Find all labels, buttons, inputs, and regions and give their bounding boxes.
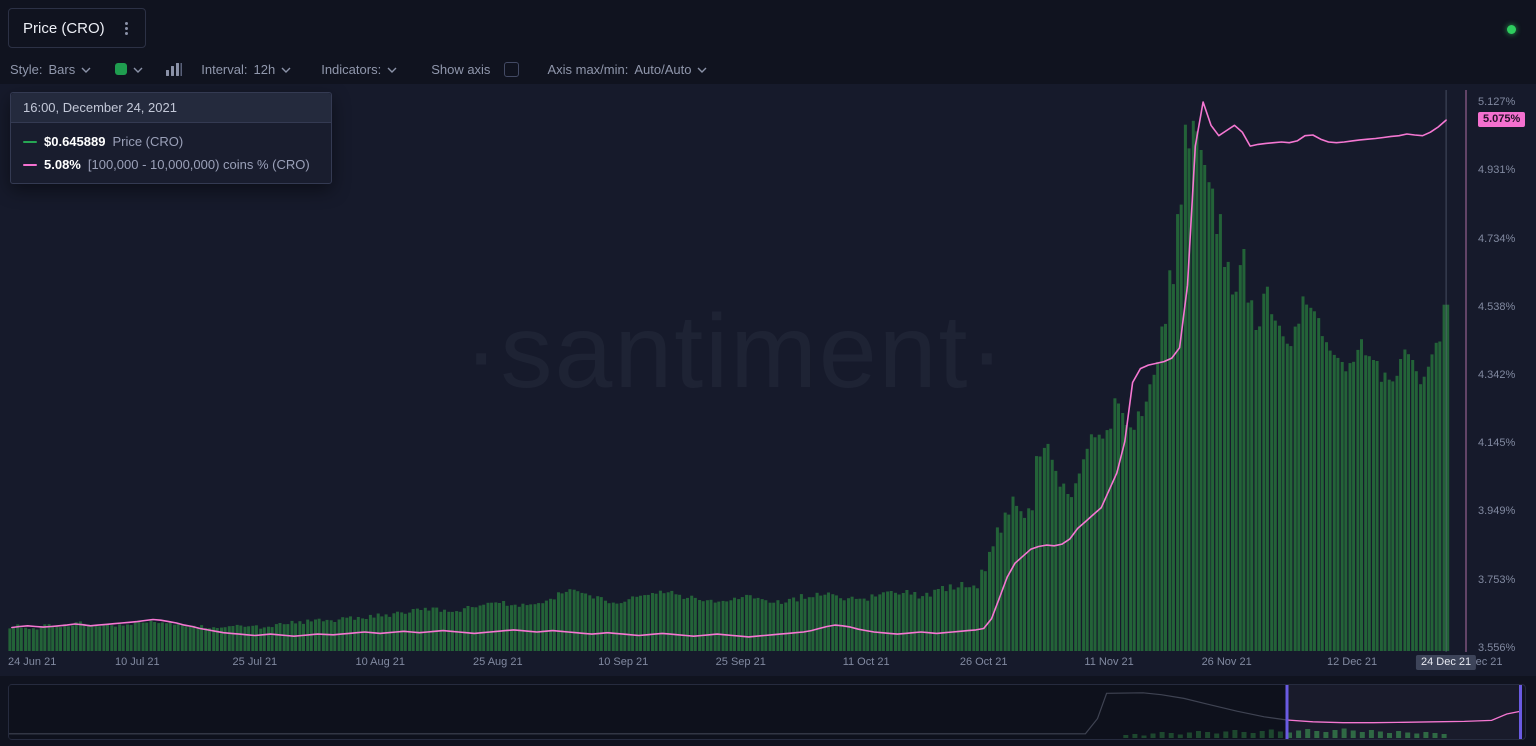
y-axis-tick: 4.342% xyxy=(1478,368,1516,381)
chart-type-icon[interactable] xyxy=(165,62,183,77)
x-axis-tick: 25 Aug 21 xyxy=(473,656,523,668)
x-axis-tick: 25 Sep 21 xyxy=(715,656,766,668)
chevron-down-icon xyxy=(281,67,291,73)
show-axis-checkbox[interactable] xyxy=(504,61,520,77)
chevron-down-icon xyxy=(387,67,397,73)
x-axis-tick: 10 Jul 21 xyxy=(114,656,160,668)
style-value: Bars xyxy=(48,61,76,77)
interval-value: 12h xyxy=(253,61,276,77)
style-selector[interactable]: Style: Bars xyxy=(10,62,91,77)
current-value-badge: 5.075% xyxy=(1478,112,1526,128)
x-axis-tick: 25 Jul 21 xyxy=(232,656,278,668)
y-axis-tick: 4.538% xyxy=(1478,300,1516,313)
x-axis-tick: 24 Jun 21 xyxy=(8,656,57,668)
series-color-dash xyxy=(23,163,37,166)
show-axis-toggle[interactable]: Show axis xyxy=(431,61,520,77)
interval-label: Interval: xyxy=(201,61,248,77)
color-swatch xyxy=(115,63,128,75)
x-axis-tick: 26 Nov 21 xyxy=(1201,656,1252,668)
chevron-down-icon xyxy=(697,67,707,73)
show-axis-label: Show axis xyxy=(431,61,491,77)
axis-maxmin-label: Axis max/min: xyxy=(547,61,629,77)
y-axis-tick: 3.556% xyxy=(1478,642,1516,654)
style-label: Style: xyxy=(10,61,43,77)
tooltip-value: 5.08% xyxy=(44,157,81,172)
interval-selector[interactable]: Interval: 12h xyxy=(201,62,291,77)
tooltip-rows: $0.645889 Price (CRO) 5.08% [100,000 - 10,0… xyxy=(11,123,331,183)
x-axis-tick: 10 Aug 21 xyxy=(355,656,406,668)
tooltip-label: [100,000 - 10,000,000) coins % (CRO) xyxy=(87,157,310,172)
main-chart-svg[interactable] xyxy=(0,90,1536,655)
series-color-picker[interactable] xyxy=(115,63,143,75)
x-axis-tick: 26 Oct 21 xyxy=(959,656,1008,668)
x-axis-tick: 24 Dec 21 xyxy=(1416,655,1477,670)
chevron-down-icon xyxy=(81,67,91,73)
y-axis-tick: 4.931% xyxy=(1478,164,1516,177)
toolbar: Style: Bars Interval: 12h Indicators: Sh… xyxy=(10,56,707,82)
tooltip-series-row: $0.645889 Price (CRO) xyxy=(11,129,331,152)
y-axis: 5.127% 4.931% 4.734% 4.538% 4.342% 4.145% 3.94… xyxy=(1478,84,1536,676)
widget-title-box[interactable]: Price (CRO) xyxy=(8,8,146,48)
time-range-navigator[interactable] xyxy=(8,684,1526,740)
y-axis-tick: 3.753% xyxy=(1478,573,1516,586)
x-axis-tick: 11 Nov 21 xyxy=(1084,656,1134,668)
series-color-dash xyxy=(23,140,37,143)
kebab-menu-icon[interactable] xyxy=(117,16,137,40)
x-axis-tick: 12 Dec 21 xyxy=(1326,656,1378,668)
chart-area: ·santiment· 5.127% 4.931% 4.734% 4.538% 4.34… xyxy=(0,84,1536,676)
axis-maxmin-selector[interactable]: Axis max/min: Auto/Auto xyxy=(547,62,707,77)
chart-tooltip: 16:00, December 24, 2021 $0.645889 Price … xyxy=(10,92,332,184)
x-axis: 24 Jun 21 10 Jul 21 25 Jul 21 10 Aug 21 25 A… xyxy=(0,655,1536,673)
y-axis-tick: 4.734% xyxy=(1478,232,1516,245)
indicators-selector[interactable]: Indicators: xyxy=(321,62,397,77)
axis-maxmin-value: Auto/Auto xyxy=(634,61,692,77)
chevron-down-icon xyxy=(133,67,143,73)
x-axis-tick: 10 Sep 21 xyxy=(598,656,649,668)
widget-title: Price (CRO) xyxy=(23,19,105,37)
tooltip-label: Price (CRO) xyxy=(112,134,184,149)
tooltip-series-row: 5.08% [100,000 - 10,000,000) coins % (CRO… xyxy=(11,152,331,175)
y-axis-tick: 3.949% xyxy=(1478,505,1516,518)
x-axis-tick: 11 Oct 21 xyxy=(842,656,890,668)
indicators-label: Indicators: xyxy=(321,61,382,77)
tooltip-datetime: 16:00, December 24, 2021 xyxy=(11,93,331,123)
y-axis-tick: 4.145% xyxy=(1478,437,1516,450)
y-axis-tick: 5.127% xyxy=(1478,96,1516,108)
status-indicator-dot xyxy=(1507,25,1516,34)
tooltip-value: $0.645889 xyxy=(44,134,106,149)
navigator-svg[interactable] xyxy=(9,685,1525,739)
